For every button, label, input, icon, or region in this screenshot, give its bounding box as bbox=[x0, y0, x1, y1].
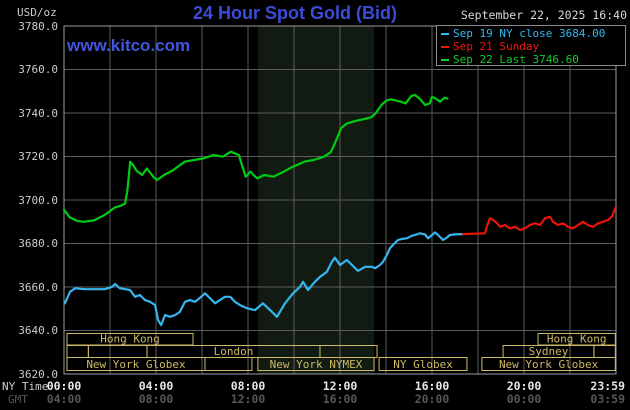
session-box bbox=[481, 357, 616, 371]
x-axis-tick-nytime: 16:00 bbox=[414, 379, 450, 393]
y-axis-tick-label: 3720.0 bbox=[18, 150, 58, 163]
x-axis-tick-nytime: 12:00 bbox=[322, 379, 358, 393]
page-title: 24 Hour Spot Gold (Bid) bbox=[193, 3, 397, 23]
x-axis-tick-gmt: 08:00 bbox=[138, 392, 174, 406]
legend-item-sep21: Sep 21 Sunday bbox=[441, 40, 625, 53]
session-box bbox=[593, 345, 616, 358]
series-line bbox=[63, 231, 465, 327]
series-line bbox=[462, 206, 617, 236]
y-axis-tick-label: 3620.0 bbox=[18, 367, 58, 381]
y-axis-tick-label: 3660.0 bbox=[18, 280, 58, 294]
x-axis-row-label-nytime: NY Time bbox=[2, 380, 49, 393]
session-label: Hong Kong bbox=[547, 333, 607, 346]
legend-label: Sep 21 Sunday bbox=[453, 40, 540, 53]
legend-box: Sep 19 NY close 3684.00 Sep 21 Sunday Se… bbox=[436, 25, 626, 66]
session-label: London bbox=[214, 345, 254, 358]
legend-item-sep22: Sep 22 Last 3746.60 bbox=[441, 53, 625, 66]
legend-label: Sep 22 Last 3746.60 bbox=[453, 53, 579, 66]
y-axis-tick-label: 3740.0 bbox=[18, 106, 58, 120]
session-label: New York Globex bbox=[86, 358, 186, 371]
y-axis-tick-label: 3640.0 bbox=[18, 324, 58, 337]
session-label: Sydney bbox=[529, 345, 569, 358]
legend-marker-green bbox=[441, 58, 449, 61]
kitco-watermark-link[interactable]: www.kitco.com bbox=[67, 36, 191, 55]
x-axis-tick-nytime: 00:00 bbox=[46, 379, 82, 393]
series-line bbox=[62, 93, 449, 223]
x-axis-tick-nytime: 20:00 bbox=[506, 379, 542, 393]
session-label: New York Globex bbox=[499, 358, 599, 371]
x-axis-tick-gmt: 04:00 bbox=[46, 392, 82, 406]
legend-item-sep19: Sep 19 NY close 3684.00 bbox=[441, 27, 625, 40]
session-box bbox=[66, 345, 89, 358]
y-axis-tick-label: 3680.0 bbox=[18, 237, 58, 250]
chart-timestamp: September 22, 2025 16:40 bbox=[460, 8, 627, 22]
session-label: NY Globex bbox=[393, 358, 453, 371]
x-axis-tick-gmt: 03:59 bbox=[590, 392, 626, 406]
session-box bbox=[257, 357, 375, 371]
plot-border bbox=[63, 25, 617, 375]
x-axis-tick-gmt: 12:00 bbox=[230, 392, 266, 406]
session-box bbox=[204, 357, 253, 371]
legend-marker-red bbox=[441, 45, 449, 48]
x-axis-tick-gmt: 16:00 bbox=[322, 392, 358, 406]
y-axis-units-label: USD/oz bbox=[17, 6, 57, 19]
session-box bbox=[378, 357, 468, 371]
x-axis-tick-nytime: 04:00 bbox=[138, 379, 174, 393]
x-axis-tick-gmt: 20:00 bbox=[414, 392, 450, 406]
session-box bbox=[87, 345, 148, 358]
x-axis-tick-nytime: 23:59 bbox=[590, 379, 626, 393]
x-axis-tick-gmt: 00:00 bbox=[506, 392, 542, 406]
y-axis-tick-label: 3760.0 bbox=[18, 63, 58, 76]
x-axis-row-label-gmt: GMT bbox=[8, 393, 28, 406]
session-label: Hong Kong bbox=[100, 333, 160, 346]
x-axis-tick-nytime: 08:00 bbox=[230, 379, 266, 393]
session-label: New York NYMEX bbox=[270, 358, 363, 371]
legend-label: Sep 19 NY close 3684.00 bbox=[453, 27, 606, 40]
legend-marker-cyan bbox=[441, 32, 449, 35]
y-axis-tick-label: 3780.0 bbox=[18, 19, 58, 33]
y-axis-tick-label: 3700.0 bbox=[18, 193, 58, 207]
